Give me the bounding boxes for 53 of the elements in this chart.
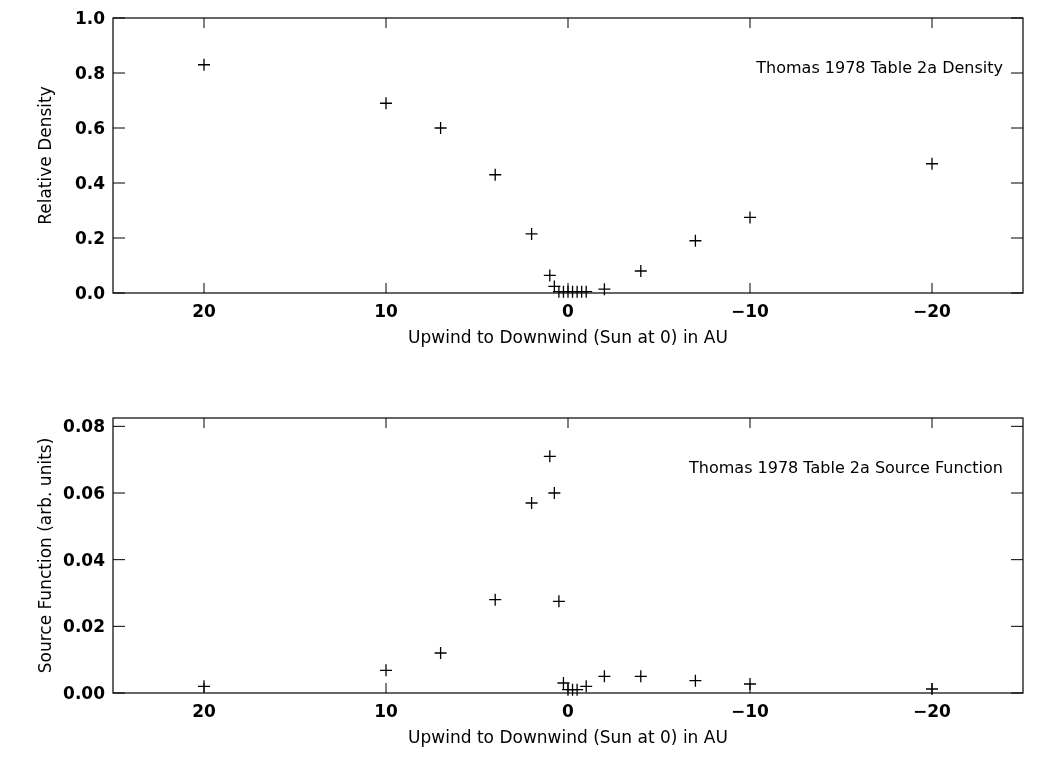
x-tick-label: −20	[913, 701, 952, 721]
annotation: Thomas 1978 Table 2a Density	[755, 58, 1003, 77]
point	[488, 593, 502, 607]
y-axis-title: Source Function (arb. units)	[35, 437, 55, 674]
y-tick-label: 1.0	[74, 8, 106, 28]
point	[379, 96, 393, 110]
point	[524, 227, 539, 241]
point	[547, 486, 561, 500]
point	[925, 682, 939, 696]
point	[925, 157, 939, 171]
y-tick-label: 0.08	[63, 416, 105, 437]
point	[197, 58, 211, 72]
x-tick-label: 20	[192, 701, 216, 721]
point	[634, 669, 648, 683]
x-tick-label: 10	[374, 301, 398, 321]
y-tick-label: 0.4	[74, 173, 106, 193]
point	[433, 121, 448, 135]
y-tick-label: 0.06	[63, 483, 105, 503]
point	[552, 594, 566, 608]
point	[543, 268, 557, 283]
x-tick-label: 0	[562, 301, 575, 321]
y-tick-label: 0.00	[63, 683, 106, 703]
y-tick-label: 0.04	[63, 549, 106, 570]
x-tick-label: −20	[913, 301, 952, 321]
point	[433, 646, 448, 660]
annotation: Thomas 1978 Table 2a Source Function	[688, 458, 1003, 477]
point	[379, 663, 393, 677]
x-tick-label: 20	[192, 301, 216, 321]
x-axis-title: Upwind to Downwind (Sun at 0) in AU	[408, 327, 728, 347]
x-tick-label: 0	[562, 701, 575, 721]
y-tick-label: 0.2	[74, 228, 105, 248]
point	[688, 234, 703, 248]
point	[197, 679, 211, 693]
y-tick-label: 0.02	[63, 616, 105, 637]
x-tick-label: 10	[374, 701, 398, 721]
point	[688, 674, 703, 688]
point	[543, 449, 557, 463]
point	[597, 669, 612, 683]
point	[634, 264, 648, 278]
x-axis-title: Upwind to Downwind (Sun at 0) in AU	[408, 727, 728, 747]
y-tick-label: 0.0	[74, 283, 106, 303]
point	[597, 282, 612, 296]
x-tick-label: −10	[731, 701, 770, 721]
y-tick-label: 0.6	[74, 118, 105, 138]
point	[579, 284, 593, 299]
point	[743, 677, 757, 691]
point	[524, 496, 539, 510]
y-axis-title: Relative Density	[35, 86, 55, 225]
x-tick-label: −10	[731, 301, 770, 321]
point	[579, 679, 593, 693]
point	[488, 168, 502, 182]
point	[743, 210, 757, 225]
y-tick-label: 0.8	[74, 63, 105, 83]
